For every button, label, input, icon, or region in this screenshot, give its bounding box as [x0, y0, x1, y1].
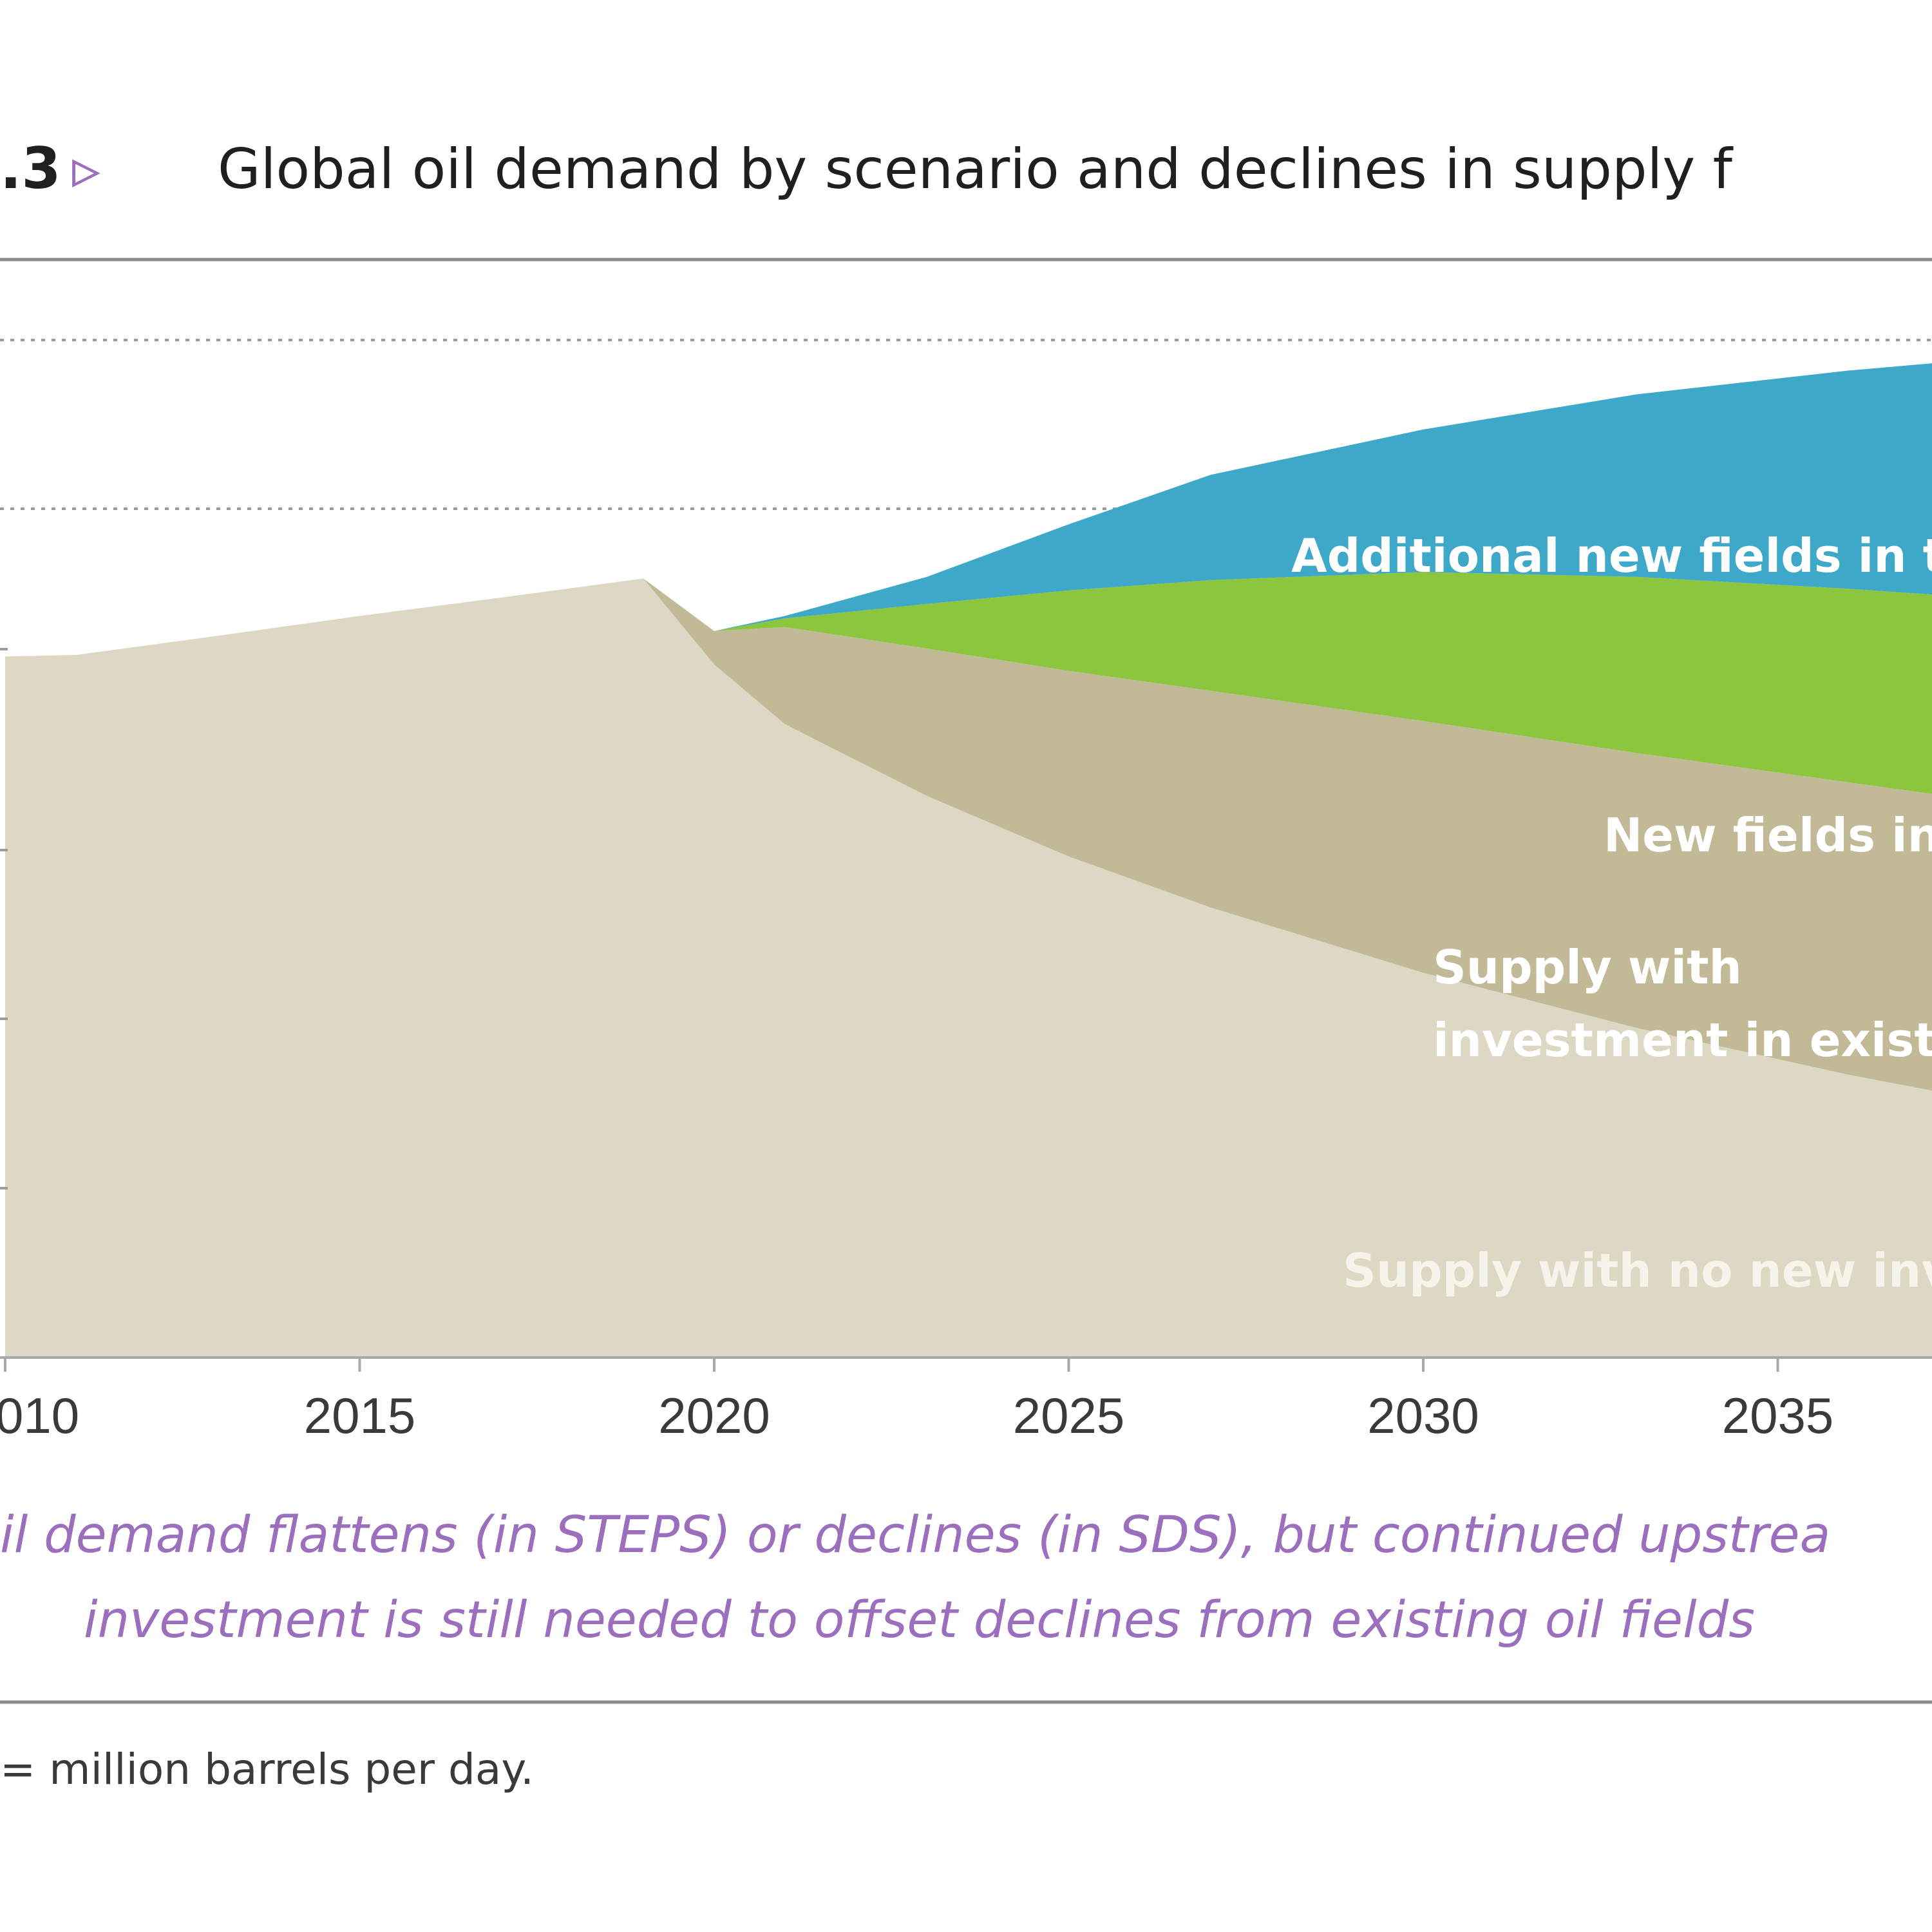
figure-number: .3 — [0, 135, 61, 202]
label-no-new-investment: Supply with no new inve — [1343, 1244, 1932, 1298]
figure-arrow-icon: ▹ — [72, 135, 100, 202]
figure-title: Global oil demand by scenario and declin… — [218, 137, 1734, 202]
caption-line-2: investment is still needed to offset dec… — [84, 1591, 1755, 1649]
caption-line-1: il demand flattens (in STEPS) or decline… — [0, 1506, 1830, 1564]
x-axis-ticks: 010 2015 2020 2025 2030 2035 — [0, 1358, 1833, 1444]
x-tick-label: 2020 — [658, 1387, 770, 1444]
x-tick-label: 010 — [0, 1387, 79, 1444]
label-additional-new-fields: Additional new fields in th — [1291, 529, 1932, 583]
label-existing-investment-line2: investment in existin — [1433, 1013, 1932, 1067]
x-tick-label: 2035 — [1722, 1387, 1834, 1444]
area-additional-new-fields — [5, 363, 1932, 657]
units-note: = million barrels per day. — [0, 1745, 534, 1794]
area-existing-investment — [5, 578, 1932, 1091]
area-no-new-investment — [5, 578, 1932, 1358]
x-tick-label: 2030 — [1367, 1387, 1479, 1444]
label-new-fields: New fields in — [1604, 808, 1932, 862]
stacked-areas — [5, 363, 1932, 1358]
x-tick-label: 2025 — [1013, 1387, 1125, 1444]
x-tick-label: 2015 — [304, 1387, 416, 1444]
label-existing-investment-line1: Supply with — [1433, 940, 1742, 994]
y-axis-ticks — [0, 648, 8, 1189]
area-new-fields — [5, 572, 1932, 794]
